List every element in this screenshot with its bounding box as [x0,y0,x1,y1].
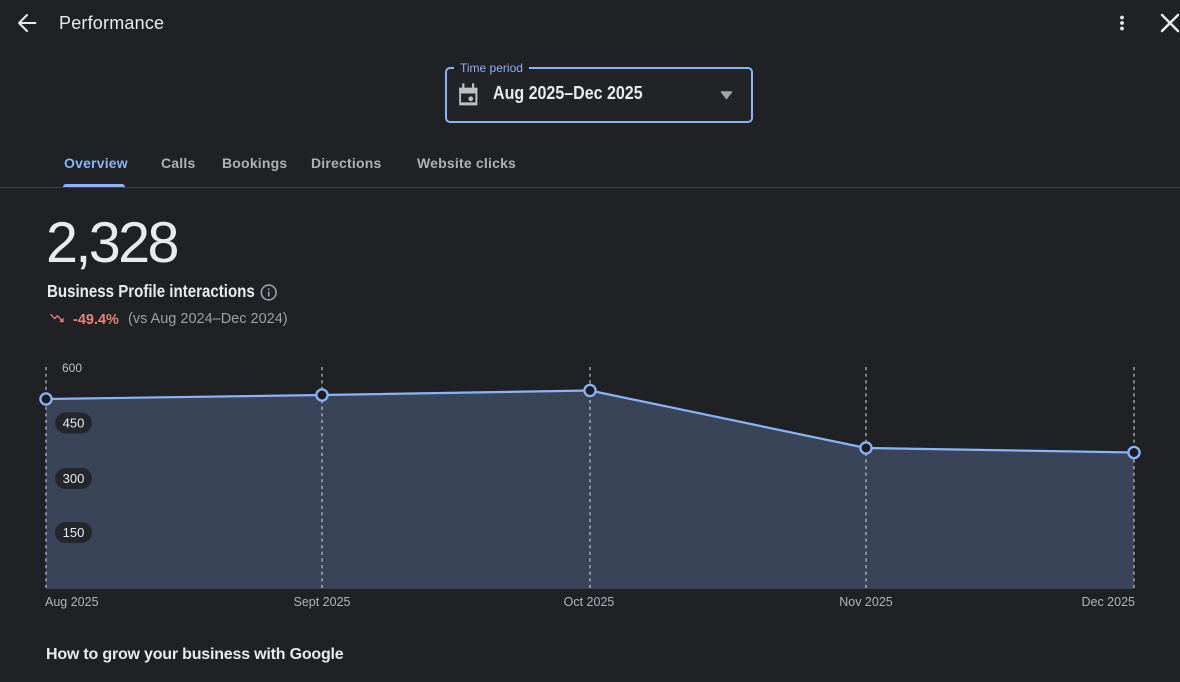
svg-text:Sept 2025: Sept 2025 [294,595,351,609]
svg-text:150: 150 [63,525,85,540]
svg-text:Nov 2025: Nov 2025 [839,595,893,609]
svg-text:Dec 2025: Dec 2025 [1081,595,1135,609]
svg-text:600: 600 [62,361,82,375]
svg-text:Oct 2025: Oct 2025 [564,595,615,609]
svg-text:450: 450 [63,416,85,431]
svg-text:Aug 2025: Aug 2025 [45,595,99,609]
svg-text:300: 300 [63,471,85,486]
